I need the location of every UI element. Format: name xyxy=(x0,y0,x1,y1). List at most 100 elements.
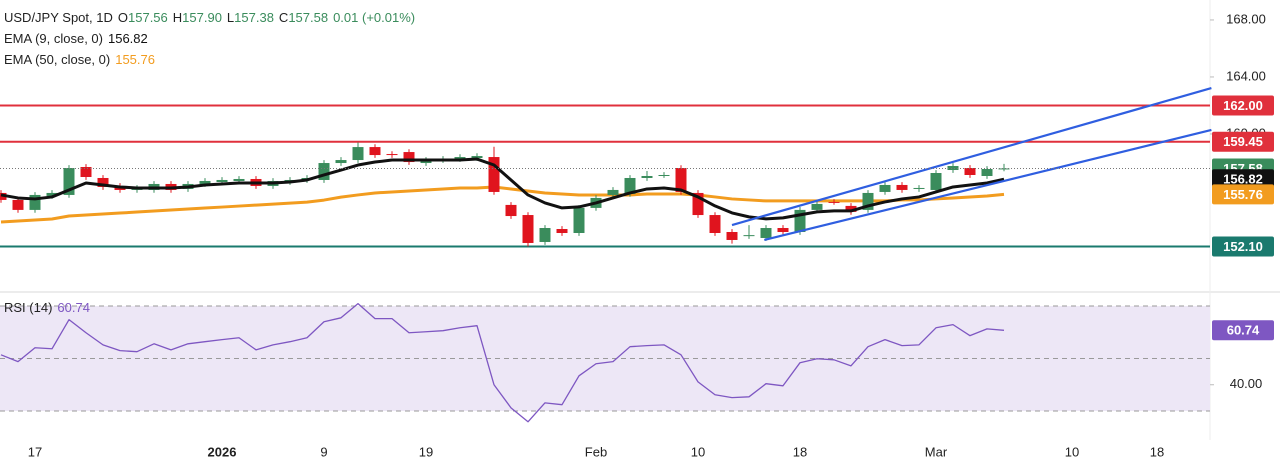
legend-value: 156.82 xyxy=(107,31,148,46)
x-tick-label: 17 xyxy=(28,444,42,459)
candle-body xyxy=(981,169,993,176)
y-tick-label: 40.00 xyxy=(1230,376,1263,391)
header-legend: USD/JPY Spot, 1D O157.56 H157.90 L157.38 C15… xyxy=(4,10,420,25)
candle-body xyxy=(947,166,959,171)
legend-value: 155.76 xyxy=(115,52,155,67)
ema-badge xyxy=(1212,184,1274,205)
candle-body xyxy=(811,203,823,210)
legend-name: RSI (14) xyxy=(4,300,53,315)
level-badge-label: 159.45 xyxy=(1223,134,1263,149)
ohlc-key: H xyxy=(172,10,183,25)
level-badge xyxy=(1212,236,1274,257)
ohlc-item: H157.90 xyxy=(173,10,222,25)
ema50-legend: EMA (50, close, 0) 155.76 xyxy=(4,52,160,67)
x-tick-label: 19 xyxy=(419,444,433,459)
candle-body xyxy=(726,232,738,240)
ema-badge xyxy=(1212,169,1274,190)
x-tick-label: Mar xyxy=(925,444,948,459)
ohlc-item: O157.56 xyxy=(118,10,168,25)
chart-title: USD/JPY Spot, 1D xyxy=(4,10,113,25)
candle-body xyxy=(828,201,840,203)
candle-body xyxy=(63,168,75,195)
ema-badge-label: 155.76 xyxy=(1223,187,1263,202)
ohlc-item: L157.38 xyxy=(227,10,274,25)
x-tick-label: Feb xyxy=(585,444,607,459)
candle-body xyxy=(709,215,721,233)
candle-body xyxy=(471,156,483,159)
trendline xyxy=(731,87,1212,227)
x-tick-label: 2026 xyxy=(208,444,237,459)
candle-body xyxy=(539,228,551,242)
ohlc-value: 157.56 xyxy=(128,10,168,25)
x-tick-label: 9 xyxy=(320,444,327,459)
candle-body xyxy=(522,215,534,243)
candle-body xyxy=(998,168,1010,170)
candle-body xyxy=(777,228,789,232)
candle-body xyxy=(46,192,58,196)
candle-body xyxy=(743,235,755,237)
change: 0.01 (+0.01%) xyxy=(333,10,416,25)
candle-body xyxy=(862,192,874,210)
rsi-legend: RSI (14) 60.74 xyxy=(4,300,95,315)
candle-body xyxy=(692,192,704,216)
ohlc-key: O xyxy=(117,10,128,25)
ema9-line xyxy=(0,157,1005,221)
ohlc-value: 157.38 xyxy=(234,10,274,25)
candle-body xyxy=(216,179,228,182)
ema9-legend: EMA (9, close, 0) 156.82 xyxy=(4,31,153,46)
legend-name: EMA (50, close, 0) xyxy=(4,52,111,67)
candle-body xyxy=(845,205,857,212)
candle-body xyxy=(403,152,415,163)
x-tick-label: 18 xyxy=(793,444,807,459)
candle-body xyxy=(879,184,891,192)
candle-body xyxy=(352,147,364,161)
rsi-line xyxy=(0,302,1005,423)
x-tick-label: 18 xyxy=(1150,444,1164,459)
candle-body xyxy=(335,160,347,164)
candle-body xyxy=(29,194,41,210)
ema50-line xyxy=(0,185,1005,224)
ohlc-key: C xyxy=(278,10,289,25)
ema-badge-label: 156.82 xyxy=(1223,172,1263,187)
candle-body xyxy=(488,157,500,192)
x-tick-label: 10 xyxy=(691,444,705,459)
legend-value: 60.74 xyxy=(57,300,90,315)
ohlc-value: 157.90 xyxy=(182,10,222,25)
candle-body xyxy=(641,175,653,178)
candle-body xyxy=(505,204,517,217)
x-tick-label: 10 xyxy=(1065,444,1079,459)
candle-body xyxy=(556,229,568,233)
candle-body xyxy=(913,187,925,189)
candle-body xyxy=(794,209,806,232)
candle-body xyxy=(199,180,211,184)
level-badge-label: 152.10 xyxy=(1223,239,1263,254)
ohlc-item: C157.58 xyxy=(279,10,328,25)
candle-body xyxy=(607,189,619,195)
candle-body xyxy=(964,168,976,175)
legend-name: EMA (9, close, 0) xyxy=(4,31,103,46)
candle-body xyxy=(97,177,109,187)
candle-body xyxy=(386,154,398,156)
candle-body xyxy=(318,163,330,180)
rsi-badge xyxy=(1212,320,1274,341)
candle-body xyxy=(760,228,772,238)
y-tick-label: 168.00 xyxy=(1226,11,1266,26)
candle-body xyxy=(573,207,585,233)
level-badge-label: 162.00 xyxy=(1223,98,1263,113)
candle-body xyxy=(369,147,381,156)
candle-body xyxy=(896,184,908,190)
candle-body xyxy=(675,168,687,192)
candle-body xyxy=(12,199,24,210)
candle-body xyxy=(454,157,466,160)
candle-body xyxy=(80,167,92,177)
level-badge xyxy=(1212,131,1274,152)
candle-body xyxy=(930,173,942,190)
candle-body xyxy=(624,177,636,194)
ohlc-value: 157.58 xyxy=(288,10,329,25)
y-tick-label: 164.00 xyxy=(1226,68,1266,83)
rsi-badge-label: 60.74 xyxy=(1227,323,1260,338)
candle-body xyxy=(658,174,670,176)
level-badge xyxy=(1212,95,1274,116)
